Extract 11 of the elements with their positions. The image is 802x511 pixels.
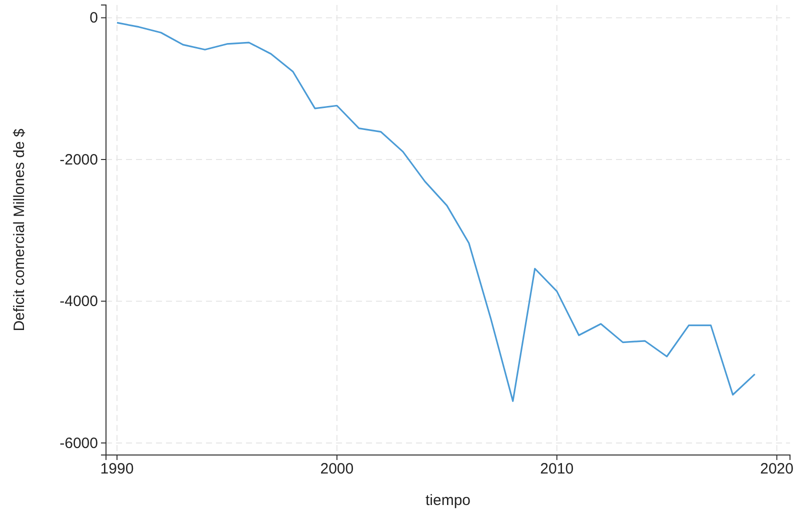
y-tick-label: 0: [90, 10, 98, 27]
line-series: [116, 22, 756, 402]
x-axis-title: tiempo: [425, 492, 471, 509]
x-tick-label: 2020: [760, 460, 794, 478]
y-tick-label: -4000: [60, 293, 98, 310]
y-tick-label: -6000: [60, 434, 98, 452]
y-tick-label: -2000: [60, 151, 98, 168]
x-tick-label: 2010: [540, 460, 574, 478]
x-tick-label: 2000: [320, 460, 354, 478]
y-axis-title: Deficit comercial Millones de $: [11, 128, 28, 332]
x-tick-label: 1990: [100, 460, 134, 478]
